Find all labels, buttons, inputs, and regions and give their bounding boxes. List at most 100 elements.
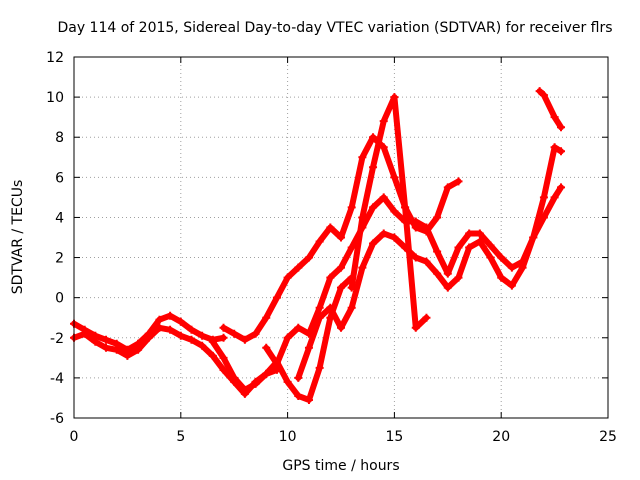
- data-point: [262, 313, 271, 322]
- data-point: [315, 313, 324, 322]
- data-series: [70, 87, 566, 404]
- data-point: [251, 379, 260, 388]
- data-point: [251, 329, 260, 338]
- data-point: [326, 303, 335, 312]
- data-point: [102, 343, 111, 352]
- data-point: [550, 143, 559, 152]
- data-point: [283, 273, 292, 282]
- data-point: [283, 377, 292, 386]
- y-tick-label: 6: [55, 170, 64, 186]
- y-tick-label: -4: [50, 371, 64, 387]
- y-tick-label: 8: [55, 130, 64, 146]
- data-point: [379, 117, 388, 126]
- data-point: [240, 335, 249, 344]
- data-point: [358, 263, 367, 272]
- x-tick-label: 10: [279, 429, 297, 445]
- series-line-2: [209, 274, 355, 403]
- data-point: [557, 123, 566, 132]
- data-point: [315, 237, 324, 246]
- data-point: [358, 213, 367, 222]
- data-point: [347, 203, 356, 212]
- data-point: [198, 341, 207, 350]
- data-point: [369, 203, 378, 212]
- data-point: [390, 93, 399, 102]
- data-point: [208, 351, 217, 360]
- data-point: [475, 229, 484, 238]
- data-point: [557, 183, 566, 192]
- data-point: [422, 313, 431, 322]
- data-point: [102, 335, 111, 344]
- x-tick-label: 0: [70, 429, 79, 445]
- data-point: [230, 373, 239, 382]
- x-tick-label: 25: [599, 429, 617, 445]
- data-point: [155, 323, 164, 332]
- data-point: [550, 193, 559, 202]
- data-point: [304, 395, 313, 404]
- data-point: [134, 345, 143, 354]
- data-point: [347, 283, 356, 292]
- data-point: [219, 365, 228, 374]
- data-point: [304, 253, 313, 262]
- x-axis-label: GPS time / hours: [282, 458, 399, 474]
- data-point: [294, 263, 303, 272]
- data-point: [337, 283, 345, 292]
- data-point: [230, 329, 239, 338]
- data-point: [454, 177, 463, 186]
- x-tick-label: 20: [492, 429, 510, 445]
- data-point: [272, 293, 281, 302]
- data-point: [166, 325, 175, 334]
- data-point: [443, 269, 452, 278]
- data-point: [454, 243, 463, 252]
- y-tick-label: -6: [50, 411, 64, 427]
- data-point: [358, 153, 367, 162]
- data-point: [433, 247, 442, 256]
- data-point: [550, 113, 559, 122]
- y-tick-label: 12: [46, 50, 64, 66]
- data-point: [507, 263, 516, 272]
- data-point: [529, 233, 538, 242]
- data-point: [454, 273, 463, 282]
- data-point: [187, 335, 196, 344]
- series-line-7: [536, 88, 564, 131]
- data-point: [240, 385, 249, 394]
- data-point: [443, 283, 452, 292]
- data-point: [219, 323, 228, 332]
- data-point: [272, 359, 281, 368]
- data-point: [390, 207, 399, 216]
- y-tick-label: 2: [55, 251, 64, 267]
- data-point: [465, 243, 474, 252]
- data-point: [443, 183, 452, 192]
- data-point: [262, 343, 271, 352]
- data-point: [294, 391, 303, 400]
- data-point: [379, 143, 388, 152]
- x-tick-label: 15: [385, 429, 403, 445]
- data-point: [112, 345, 121, 354]
- data-point: [369, 133, 378, 142]
- y-tick-label: -2: [50, 331, 64, 347]
- data-point: [433, 213, 442, 222]
- data-point: [401, 203, 410, 212]
- data-point: [518, 263, 527, 272]
- data-point: [326, 273, 335, 282]
- data-point: [411, 323, 420, 332]
- data-point: [465, 229, 474, 238]
- data-point: [294, 373, 303, 382]
- data-point: [315, 303, 324, 312]
- series-line-6: [348, 94, 430, 331]
- data-point: [390, 173, 399, 182]
- data-point: [294, 323, 303, 332]
- data-point: [535, 87, 544, 96]
- y-tick-label: 10: [46, 90, 64, 106]
- data-point: [497, 273, 506, 282]
- y-axis-label: SDTVAR / TECUs: [10, 180, 26, 295]
- data-point: [155, 315, 164, 324]
- data-point: [475, 237, 484, 246]
- data-point: [326, 223, 335, 232]
- chart-title: Day 114 of 2015, Sidereal Day-to-day VTE…: [57, 20, 612, 36]
- x-tick-label: 5: [176, 429, 185, 445]
- data-point: [497, 253, 506, 262]
- data-point: [91, 337, 100, 346]
- data-point: [262, 369, 271, 378]
- tick-labels: 0 5 10 15 20 25 -6 -4 -2 0 2 4 6 8 10 12: [46, 50, 617, 445]
- y-tick-label: 4: [55, 210, 64, 226]
